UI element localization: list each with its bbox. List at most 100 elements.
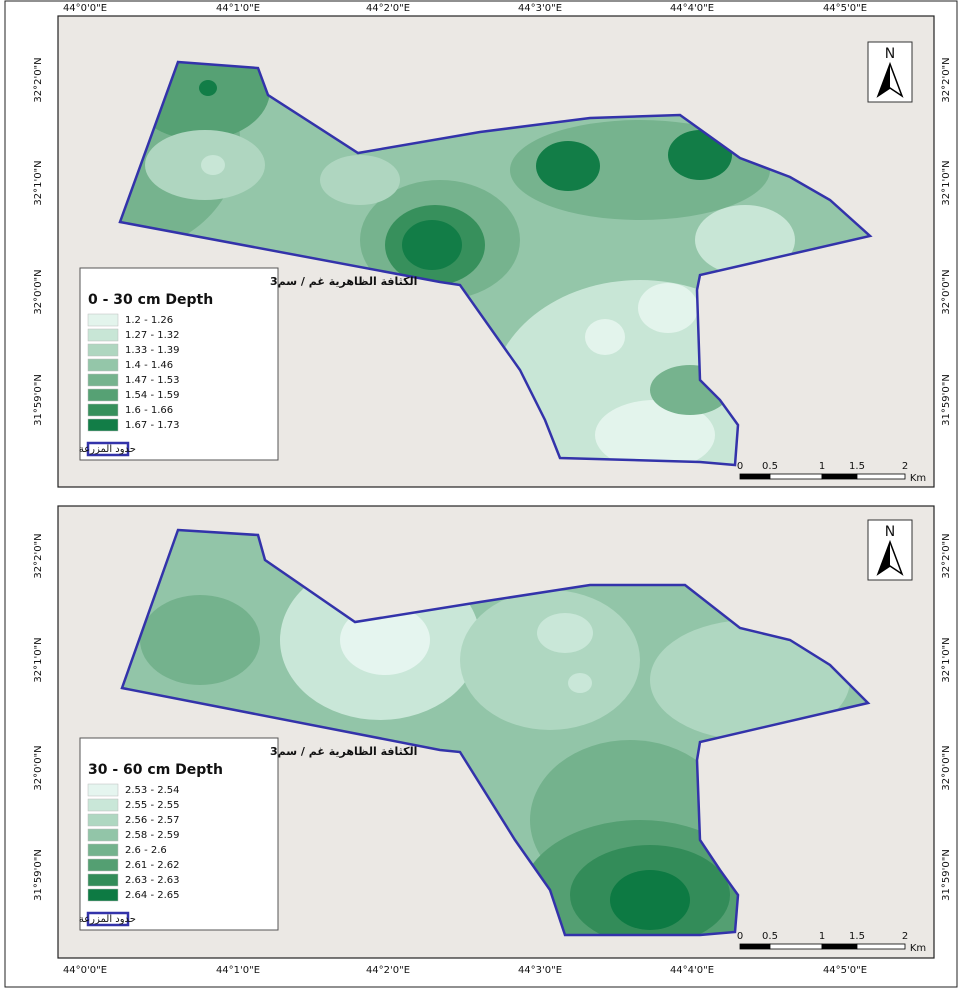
legend-title-en: 30 - 60 cm Depth xyxy=(88,762,223,778)
legend-label: 2.6 - 2.6 xyxy=(125,845,167,856)
x-coord-label: 44°0'0"E xyxy=(63,3,107,14)
density-zone xyxy=(638,283,698,333)
scale-segment xyxy=(740,944,770,949)
scale-label: 1.5 xyxy=(849,931,865,942)
scale-unit: Km xyxy=(910,943,926,954)
scale-label: 0 xyxy=(737,461,743,472)
map-figure: 44°0'0"E 44°1'0"E 44°2'0"E 44°3'0"E 44°4'0"E… xyxy=(0,0,964,989)
legend-label: 1.27 - 1.32 xyxy=(125,330,180,341)
scale-segment xyxy=(857,944,905,949)
scale-label: 1.5 xyxy=(849,461,865,472)
legend-swatch xyxy=(88,329,118,341)
legend-label: 1.6 - 1.66 xyxy=(125,405,173,416)
scale-segment xyxy=(770,944,822,949)
legend-title-ar: الكثافة الظاهرية غم / سم3 xyxy=(270,275,417,288)
density-zone xyxy=(585,319,625,355)
y-coord-label: 32°0'0"N xyxy=(33,269,44,314)
north-label: N xyxy=(885,46,895,62)
x-coord-label: 44°5'0"E xyxy=(823,965,867,976)
legend-label: 1.2 - 1.26 xyxy=(125,315,173,326)
scale-label: 2 xyxy=(902,931,908,942)
legend-swatch xyxy=(88,784,118,796)
density-zone xyxy=(402,220,462,270)
legend-swatch xyxy=(88,389,118,401)
legend-swatch xyxy=(88,814,118,826)
y-coord-label: 32°1'0"N xyxy=(33,160,44,205)
y-coord-label: 32°1'0"N xyxy=(33,637,44,682)
density-zone xyxy=(201,155,225,175)
y-coord-label: 32°2'0"N xyxy=(33,57,44,102)
density-zone xyxy=(320,155,400,205)
y-coord-label: 32°0'0"N xyxy=(941,269,952,314)
legend-swatch xyxy=(88,829,118,841)
legend-boundary-label: حدود المزرعة xyxy=(79,444,136,455)
legend-label: 2.56 - 2.57 xyxy=(125,815,180,826)
north-label: N xyxy=(885,524,895,540)
scale-label: 0.5 xyxy=(762,931,778,942)
density-zone xyxy=(536,141,600,191)
legend-swatch xyxy=(88,859,118,871)
scale-label: 2 xyxy=(902,461,908,472)
legend-swatch xyxy=(88,844,118,856)
x-coord-label: 44°2'0"E xyxy=(366,3,410,14)
scale-unit: Km xyxy=(910,473,926,484)
density-zone xyxy=(537,613,593,653)
density-zone xyxy=(610,870,690,930)
legend-label: 2.63 - 2.63 xyxy=(125,875,180,886)
scale-label: 1 xyxy=(819,461,825,472)
scale-segment xyxy=(822,474,857,479)
y-coord-label: 32°1'0"N xyxy=(941,160,952,205)
x-coord-label: 44°3'0"E xyxy=(518,3,562,14)
scale-segment xyxy=(770,474,822,479)
x-coord-label: 44°3'0"E xyxy=(518,965,562,976)
x-coord-label: 44°4'0"E xyxy=(670,965,714,976)
x-coord-label: 44°2'0"E xyxy=(366,965,410,976)
legend-swatch xyxy=(88,419,118,431)
density-zone xyxy=(460,590,640,730)
legend-label: 1.4 - 1.46 xyxy=(125,360,173,371)
legend-swatch xyxy=(88,359,118,371)
legend-swatch xyxy=(88,889,118,901)
legend-label: 2.55 - 2.55 xyxy=(125,800,180,811)
legend-swatch xyxy=(88,874,118,886)
scale-label: 0.5 xyxy=(762,461,778,472)
x-coord-label: 44°1'0"E xyxy=(216,3,260,14)
y-coord-label: 31°59'0"N xyxy=(941,374,952,426)
x-coord-label: 44°4'0"E xyxy=(670,3,714,14)
legend-swatch xyxy=(88,374,118,386)
x-coord-label: 44°0'0"E xyxy=(63,965,107,976)
y-coord-label: 31°59'0"N xyxy=(941,849,952,901)
scale-label: 1 xyxy=(819,931,825,942)
legend-label: 1.47 - 1.53 xyxy=(125,375,180,386)
legend-label: 2.58 - 2.59 xyxy=(125,830,180,841)
legend-swatch xyxy=(88,799,118,811)
scale-segment xyxy=(740,474,770,479)
y-coord-label: 32°1'0"N xyxy=(941,637,952,682)
legend-label: 1.33 - 1.39 xyxy=(125,345,180,356)
scale-label: 0 xyxy=(737,931,743,942)
y-coord-label: 32°0'0"N xyxy=(941,745,952,790)
y-coord-label: 31°59'0"N xyxy=(33,374,44,426)
density-zone xyxy=(140,595,260,685)
scale-segment xyxy=(857,474,905,479)
legend-swatch xyxy=(88,404,118,416)
density-zone xyxy=(199,80,217,96)
legend-swatch xyxy=(88,344,118,356)
y-coord-label: 32°2'0"N xyxy=(941,57,952,102)
legend-label: 1.67 - 1.73 xyxy=(125,420,180,431)
density-zone xyxy=(568,673,592,693)
legend-title-ar: الكثافة الظاهرية غم / سم3 xyxy=(270,745,417,758)
legend-swatch xyxy=(88,314,118,326)
legend-label: 2.61 - 2.62 xyxy=(125,860,180,871)
y-coord-label: 32°2'0"N xyxy=(33,533,44,578)
legend-label: 2.64 - 2.65 xyxy=(125,890,180,901)
y-coord-label: 31°59'0"N xyxy=(33,849,44,901)
y-coord-label: 32°0'0"N xyxy=(33,745,44,790)
y-coord-label: 32°2'0"N xyxy=(941,533,952,578)
x-coord-label: 44°5'0"E xyxy=(823,3,867,14)
legend-label: 2.53 - 2.54 xyxy=(125,785,180,796)
scale-segment xyxy=(822,944,857,949)
legend-title-en: 0 - 30 cm Depth xyxy=(88,292,213,308)
legend-label: 1.54 - 1.59 xyxy=(125,390,180,401)
x-coord-label: 44°1'0"E xyxy=(216,965,260,976)
